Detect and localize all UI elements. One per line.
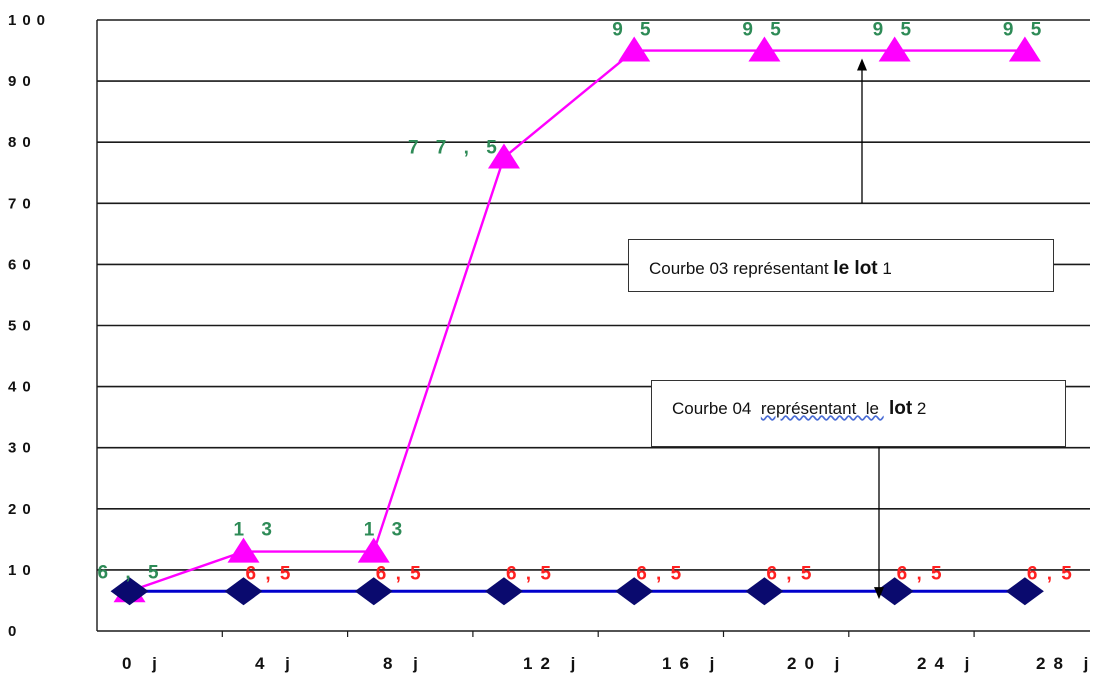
triangle-marker [487,143,520,169]
data-label-lot-1: 9 5 [742,20,786,41]
x-tick-label: 28 j [1036,654,1096,673]
annotation-arrows [857,58,884,600]
y-tick-label: 80 [8,134,37,151]
y-tick-label: 50 [8,318,37,335]
annotation-box-lot-2: Courbe 04 représentant le lot 2 [651,380,1066,447]
diamond-marker [615,577,654,606]
data-label-lot-2: 6 , 5 [246,563,293,584]
x-tick-label: 16 j [662,654,722,673]
gridlines [97,19,1090,571]
diamond-marker [745,577,784,606]
annotation-text: le lot [833,258,878,279]
triangle-marker [1008,36,1041,62]
diamond-marker [875,577,914,606]
data-label-lot-1: 1 3 [364,520,408,541]
data-label-lot-1: 9 5 [1003,20,1047,41]
y-tick-label: 30 [8,440,37,457]
data-label-lot-2: 6 , 5 [506,563,553,584]
data-label-lot-1: 6 , 5 [98,562,165,583]
y-tick-label: 100 [8,12,51,29]
data-labels: 6 , 5 1 3 1 3 7 7 , 5 9 5 9 5 9 5 9 5 6 , 5 6 , 5… [98,20,1074,585]
triangle-marker [227,537,260,563]
annotation-text: lot [883,398,913,419]
diamond-marker [110,577,149,606]
diamond-marker [1005,577,1044,606]
arrowhead-lot-1 [857,58,867,71]
data-label-lot-2: 6 , 5 [636,563,683,584]
data-label-lot-2: 6 , 5 [897,563,944,584]
diamond-marker [354,577,393,606]
annotation-text: représentant le [760,399,884,418]
data-label-lot-1: 7 7 , 5 [408,137,503,158]
data-label-lot-1: 9 5 [873,20,917,41]
y-tick-label: 90 [8,73,37,90]
y-tick-label: 0 [8,623,22,640]
diamond-marker [224,577,263,606]
annotation-text: 1 [877,259,892,278]
triangle-marker [618,36,651,62]
x-tick-label: 0 j [122,654,165,673]
y-tick-label: 10 [8,562,37,579]
triangle-marker [878,36,911,62]
annotation-text: Courbe 03 représentant [649,259,834,278]
x-tick-label: 4 j [255,654,298,673]
x-tick-labels: 0 j 4 j 8 j 12 j 16 j 20 j 24 j 28 j [122,654,1096,673]
axes [96,20,1090,637]
series-line-1 [129,49,1025,593]
y-tick-label: 40 [8,379,37,396]
data-label-lot-1: 9 5 [612,20,656,41]
x-tick-label: 20 j [787,654,847,673]
x-tick-label: 12 j [523,654,583,673]
annotation-text: 2 [912,399,927,418]
series-layer [110,36,1044,606]
data-label-lot-2: 6 , 5 [376,563,423,584]
y-tick-label: 20 [8,501,37,518]
triangle-marker [357,537,390,563]
diamond-marker [484,577,523,606]
triangle-marker [748,36,781,62]
arrowhead-lot-2 [874,587,884,600]
y-tick-labels: 0 10 20 30 40 50 60 70 80 90 100 [8,12,51,640]
x-tick-label: 24 j [917,654,977,673]
data-label-lot-2: 6 , 5 [1027,563,1074,584]
y-tick-label: 70 [8,195,37,212]
y-tick-label: 60 [8,256,37,273]
annotation-text: Courbe 04 [672,399,761,418]
data-label-lot-1: 1 3 [234,520,278,541]
data-label-lot-2: 6 , 5 [766,563,813,584]
x-tick-label: 8 j [383,654,426,673]
annotation-box-lot-1: Courbe 03 représentant le lot 1 [628,239,1054,292]
